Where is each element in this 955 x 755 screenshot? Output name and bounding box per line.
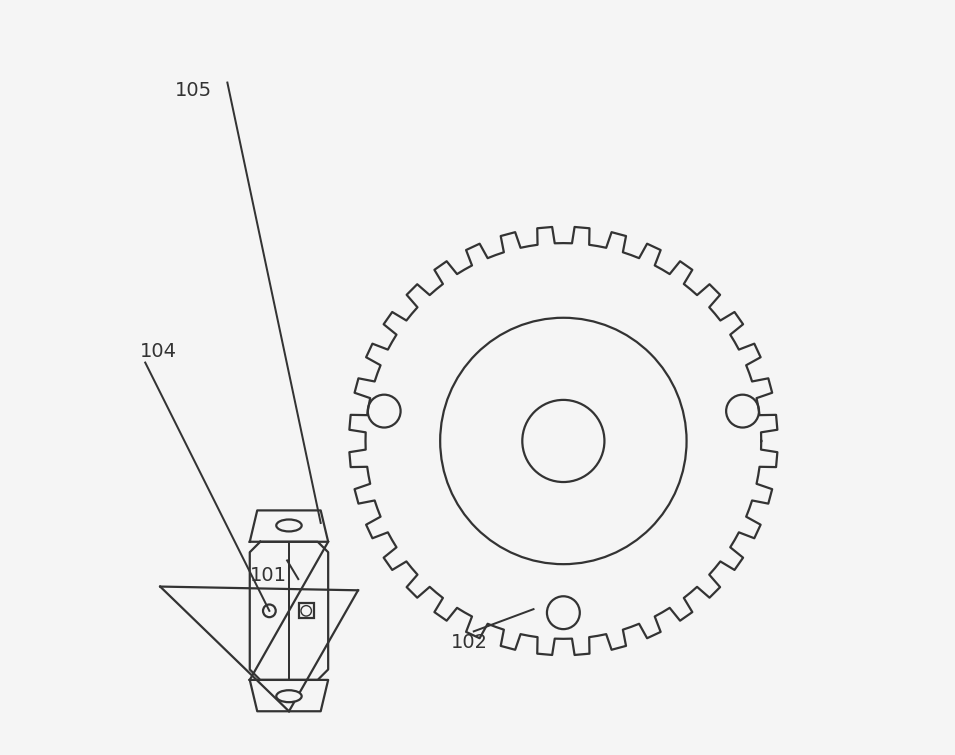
Text: 102: 102 xyxy=(452,633,488,652)
Ellipse shape xyxy=(276,690,302,702)
Text: 104: 104 xyxy=(140,342,177,361)
Bar xyxy=(299,603,313,618)
Text: 101: 101 xyxy=(250,565,286,585)
Ellipse shape xyxy=(276,519,302,532)
Text: 105: 105 xyxy=(175,81,212,100)
